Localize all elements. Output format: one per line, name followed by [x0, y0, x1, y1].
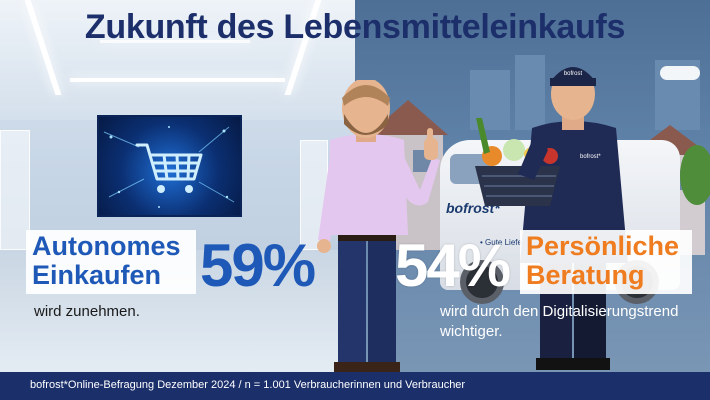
label-line: Beratung — [526, 260, 645, 290]
shopping-cart-icon — [103, 126, 235, 208]
personal-advice-subtitle: wird durch den Digitalisierungstrend wic… — [440, 303, 679, 340]
tree — [680, 145, 710, 205]
store-scene — [0, 0, 355, 372]
cap-logo: bofrost — [564, 71, 583, 77]
footer-bar: bofrost*Online-Befragung Dezember 2024 /… — [0, 372, 710, 400]
store-shelf — [0, 130, 30, 250]
ceiling-light — [70, 78, 285, 82]
skyline-building — [515, 55, 545, 130]
autonomous-shopping-percentage: 59% — [200, 232, 316, 299]
autonomous-shopping-subtitle: wird zunehmen. — [34, 303, 140, 320]
man-thumbs-up-illustration — [317, 80, 440, 372]
cloud — [660, 66, 700, 80]
personal-advice-percentage: 54% — [395, 232, 511, 299]
label-line: Persönliche — [526, 231, 680, 261]
label-line: Einkaufen — [32, 260, 162, 290]
van-tagline: • Gute Lieferung — [480, 238, 538, 247]
autonomous-shopping-label: Autonomes Einkaufen — [26, 230, 196, 294]
van-wheel — [460, 260, 504, 304]
jacket-logo: bofrost* — [580, 154, 601, 160]
label-line: Autonomes — [32, 231, 181, 261]
page-title: Zukunft des Lebensmitteleinkaufs — [84, 8, 626, 46]
survey-source: bofrost*Online-Befragung Dezember 2024 /… — [30, 379, 466, 391]
ceiling-light — [100, 40, 250, 43]
digital-cart-screen — [97, 115, 242, 217]
personal-advice-label: Persönliche Beratung — [520, 230, 692, 294]
